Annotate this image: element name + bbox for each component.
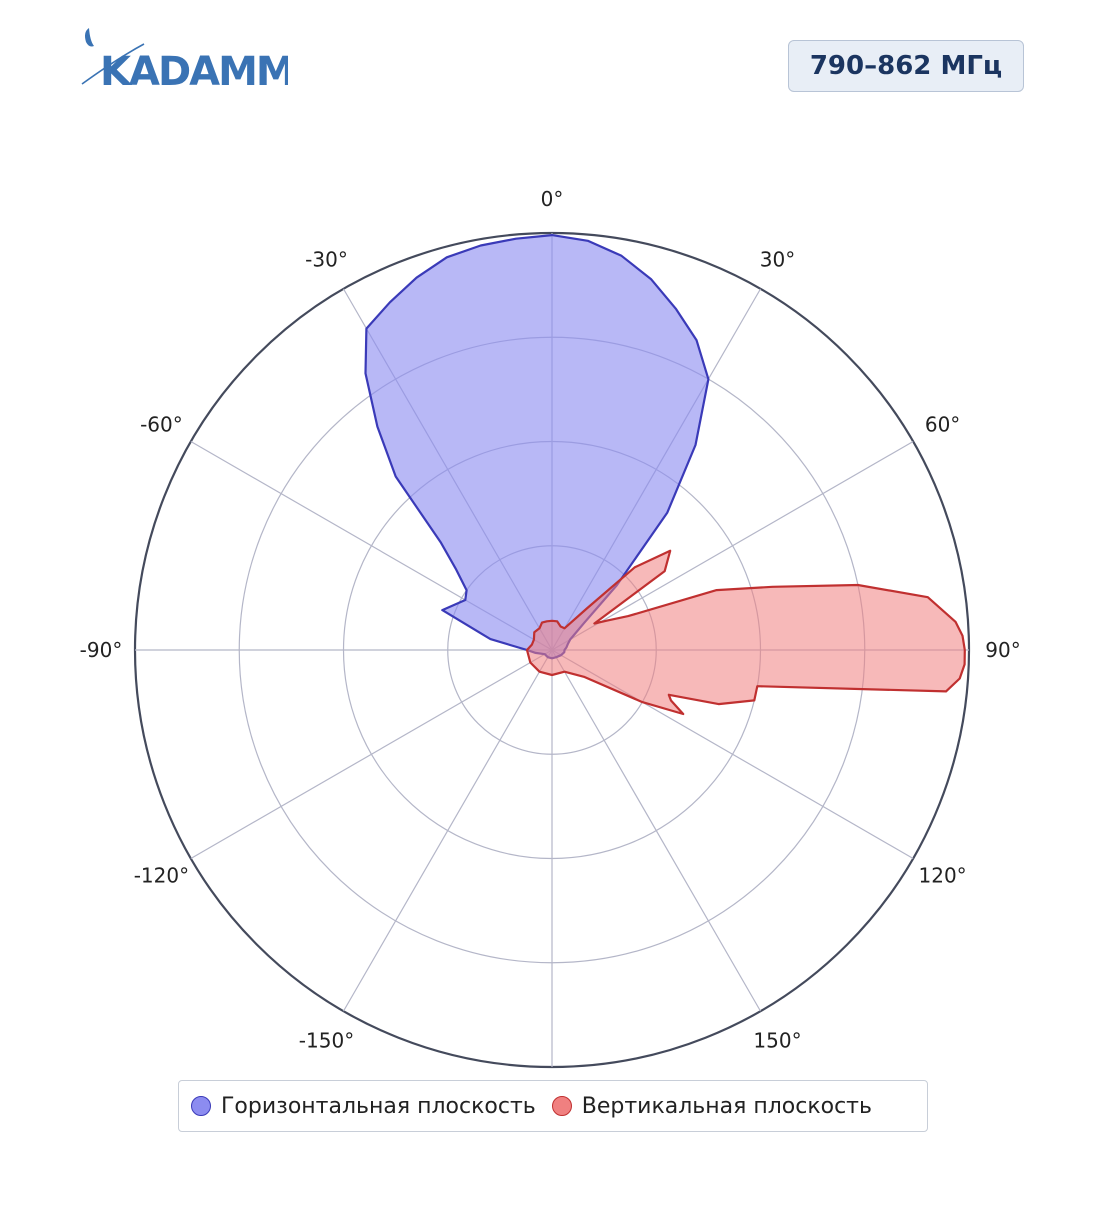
polar-spoke <box>190 649 553 860</box>
logo-text: KADAMM <box>100 49 288 92</box>
angle-tick-label: -90° <box>80 638 123 662</box>
legend-swatch-vertical <box>551 1096 572 1116</box>
polar-spoke <box>342 649 553 1012</box>
polar-spoke <box>551 440 914 651</box>
angle-tick-label: 120° <box>919 864 967 888</box>
legend-item-horizontal[interactable]: Горизонтальная плоскость <box>191 1094 536 1119</box>
angle-tick-label: 150° <box>753 1029 801 1053</box>
series-vertical-area <box>525 549 966 716</box>
angle-tick-label: 30° <box>760 247 795 271</box>
angle-tick-label: -120° <box>134 864 189 888</box>
legend-label-horizontal: Горизонтальная плоскость <box>221 1093 536 1119</box>
series-horizontal-area <box>364 234 710 660</box>
angle-tick-label: -30° <box>305 247 348 271</box>
frequency-badge: 790–862 МГц <box>788 40 1024 92</box>
angular-tick-labels: 0° 30° 60° 90° 120° 150° -150° -120° -90° -60° -30… <box>80 187 1021 1053</box>
legend-label-vertical: Вертикальная плоскость <box>581 1093 872 1119</box>
angle-tick-label: 0° <box>541 187 564 211</box>
kadamm-logo: KADAMM <box>81 28 288 92</box>
legend-swatch-horizontal <box>191 1096 211 1116</box>
angle-tick-label: -60° <box>140 413 183 437</box>
legend-item-vertical[interactable]: Вертикальная плоскость <box>551 1093 872 1119</box>
angle-tick-label: -150° <box>299 1029 354 1053</box>
frequency-badge-text: 790–862 МГц <box>809 51 1003 81</box>
angle-tick-label: 90° <box>985 638 1020 662</box>
polar-spoke <box>551 649 762 1012</box>
polar-series <box>364 234 966 716</box>
angle-tick-label: 60° <box>925 413 960 437</box>
legend: Горизонтальная плоскость Вертикальная пл… <box>178 1080 928 1132</box>
